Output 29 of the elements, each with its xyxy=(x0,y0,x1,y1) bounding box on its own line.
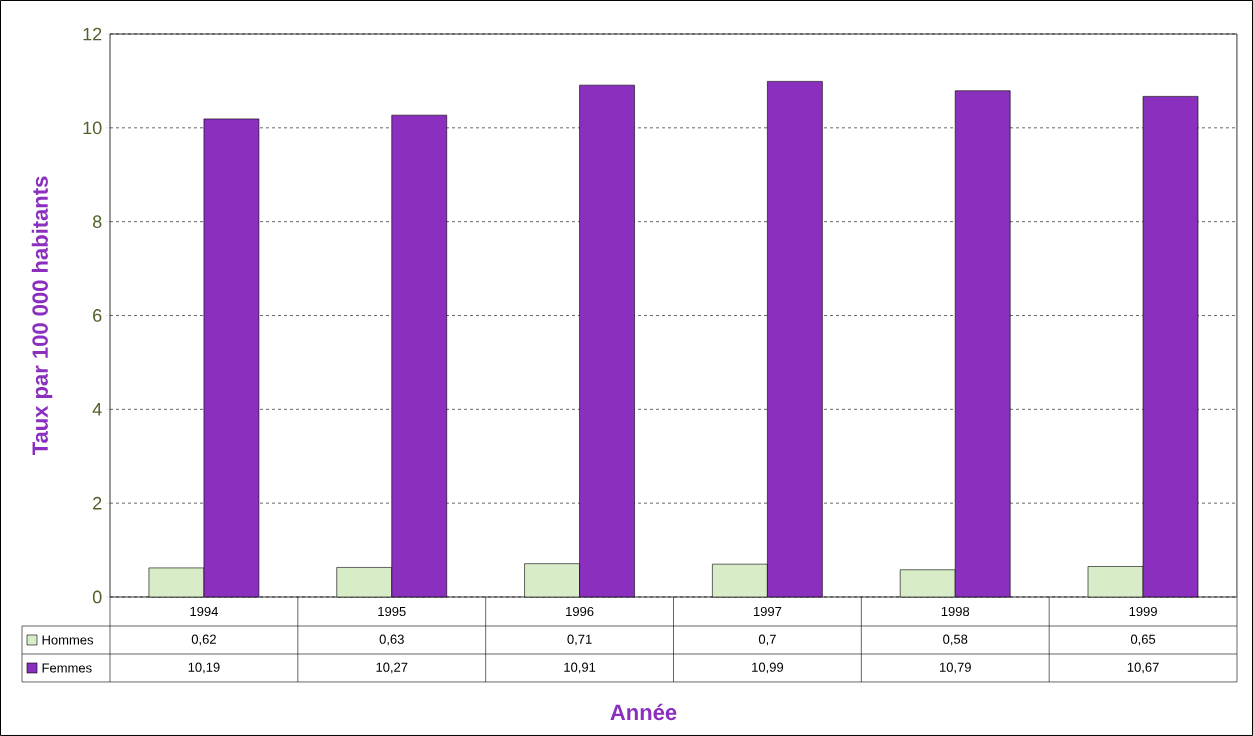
y-tick-label: 0 xyxy=(92,590,102,604)
data-label: 0,7 xyxy=(758,634,776,646)
data-label: 0,65 xyxy=(1130,634,1156,646)
data-label: 10,79 xyxy=(939,662,971,674)
data-label: 0,62 xyxy=(191,634,216,646)
data-label: 10,99 xyxy=(752,662,784,674)
y-tick-label: 2 xyxy=(93,496,102,510)
y-tick-label: 8 xyxy=(92,215,102,229)
data-label: 0,58 xyxy=(943,634,968,646)
data-label: 10,19 xyxy=(188,662,220,674)
data-label: 0,71 xyxy=(567,634,592,646)
x-axis-title: Année xyxy=(610,703,677,721)
y-tick-label: 6 xyxy=(93,309,102,322)
x-tick-label: 1995 xyxy=(378,606,406,617)
data-label: 10,91 xyxy=(564,662,596,674)
x-tick-label: 1997 xyxy=(753,606,782,617)
y-axis-title: Taux par 100 000 habitants xyxy=(31,176,53,456)
data-label: 10,27 xyxy=(376,662,408,674)
x-tick-label: 1999 xyxy=(1129,606,1157,617)
data-label: 0,63 xyxy=(379,634,404,646)
data-label: 10,67 xyxy=(1127,662,1159,674)
legend-label: Hommes xyxy=(42,635,94,645)
y-tick-label: 10 xyxy=(83,121,102,135)
legend-label: Femmes xyxy=(42,663,92,673)
y-tick-label: 12 xyxy=(83,27,102,41)
x-tick-label: 1998 xyxy=(941,606,970,617)
x-tick-label: 1994 xyxy=(190,606,219,617)
y-tick-label: 4 xyxy=(92,403,102,416)
x-tick-label: 1996 xyxy=(566,606,594,617)
